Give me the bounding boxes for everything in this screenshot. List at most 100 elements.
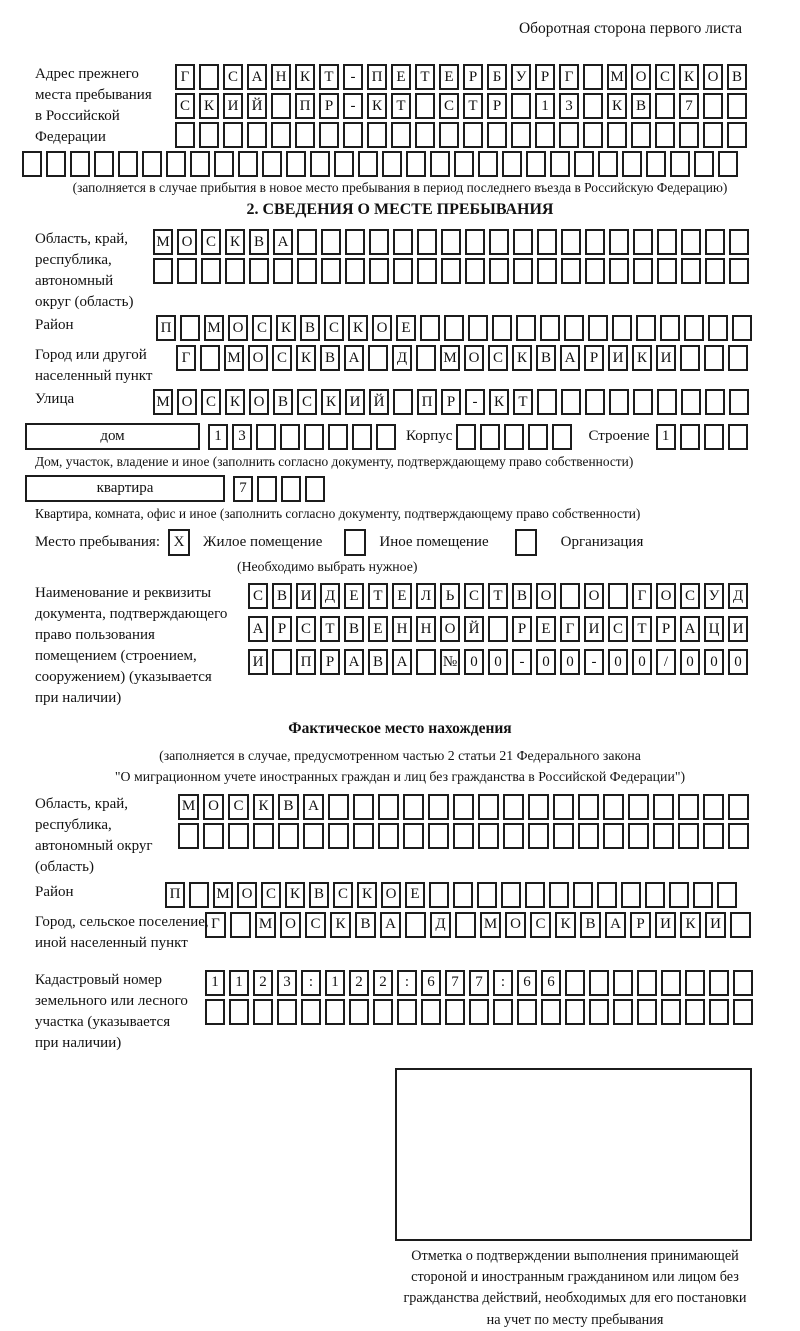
char-cell: [465, 258, 485, 284]
char-cell: [502, 151, 522, 177]
char-cell: [403, 822, 424, 849]
char-cell: 0: [488, 649, 508, 675]
char-cell: К: [225, 389, 245, 415]
char-cell: [679, 122, 699, 148]
char-cell: [225, 258, 245, 284]
char-cell: 1: [205, 969, 225, 996]
char-cell: [681, 258, 701, 284]
char-cell: [492, 315, 512, 341]
char-cell: Й: [369, 389, 389, 415]
char-cell: К: [225, 229, 245, 255]
char-cell: [613, 969, 633, 996]
char-cell: С: [333, 881, 353, 908]
char-cell: [369, 229, 389, 255]
oblast3-label: Область, край, республика, автономный ок…: [35, 795, 153, 875]
char-cell: 0: [560, 649, 580, 675]
char-cell: [301, 998, 321, 1025]
char-cell: [454, 151, 474, 177]
char-cell: Е: [391, 64, 411, 90]
char-cell: [727, 122, 747, 148]
char-cell: [325, 998, 345, 1025]
char-cell: [645, 881, 665, 908]
char-cell: С: [175, 93, 195, 119]
char-cell: К: [330, 911, 351, 938]
char-cell: [273, 258, 293, 284]
option-organizaciya-label: Организация: [560, 534, 644, 550]
char-cell: [733, 969, 753, 996]
char-cell: Е: [536, 616, 556, 642]
char-cell: [597, 881, 617, 908]
ulitsa-label: Улица: [35, 391, 75, 407]
oblast2-label: Область, край, республика, автономный ок…: [35, 231, 134, 310]
char-cell: П: [156, 315, 176, 341]
char-cell: [353, 793, 374, 820]
char-cell: М: [153, 229, 173, 255]
char-cell: [553, 822, 574, 849]
char-cell: [405, 911, 426, 938]
char-cell: [199, 64, 219, 90]
char-cell: 7: [469, 969, 489, 996]
oblast3-row-2: [178, 822, 800, 849]
char-cell: К: [357, 881, 377, 908]
char-cell: И: [608, 345, 628, 371]
char-cell: №: [440, 649, 460, 675]
mesto-label: Место пребывания:: [35, 534, 160, 550]
char-cell: 2: [349, 969, 369, 996]
char-cell: [367, 122, 387, 148]
char-cell: У: [511, 64, 531, 90]
char-cell: А: [344, 345, 364, 371]
char-cell: В: [536, 345, 556, 371]
char-cell: В: [320, 345, 340, 371]
char-cell: [704, 345, 724, 371]
char-cell: В: [272, 583, 292, 609]
char-cell: [256, 423, 276, 450]
char-cell: [603, 822, 624, 849]
char-cell: [560, 583, 580, 609]
char-cell: [343, 122, 363, 148]
char-cell: [729, 389, 749, 415]
kadastr-block: Кадастровый номер земельного или лесного…: [0, 969, 800, 1060]
char-cell: [583, 122, 603, 148]
char-cell: [549, 881, 569, 908]
char-cell: [349, 998, 369, 1025]
char-cell: [271, 122, 291, 148]
char-cell: С: [297, 389, 317, 415]
char-cell: [455, 911, 476, 938]
rayon3-label: Район: [35, 883, 74, 900]
char-cell: [228, 822, 249, 849]
char-cell: [588, 315, 608, 341]
char-cell: [703, 93, 723, 119]
char-cell: [613, 998, 633, 1025]
char-cell: [345, 258, 365, 284]
char-cell: [511, 122, 531, 148]
char-cell: [621, 881, 641, 908]
char-cell: [177, 258, 197, 284]
char-cell: [636, 315, 656, 341]
char-cell: Т: [391, 93, 411, 119]
char-cell: [281, 475, 301, 502]
char-cell: [561, 229, 581, 255]
char-cell: [535, 122, 555, 148]
char-cell: А: [273, 229, 293, 255]
char-cell: О: [703, 64, 723, 90]
char-cell: [603, 793, 624, 820]
char-cell: [477, 881, 497, 908]
char-cell: [631, 122, 651, 148]
char-cell: Р: [487, 93, 507, 119]
char-cell: С: [305, 911, 326, 938]
char-cell: [537, 389, 557, 415]
char-cell: /: [656, 649, 676, 675]
char-cell: [368, 345, 388, 371]
char-cell: [257, 475, 277, 502]
section3-note: (заполняется в случае, предусмотренном ч…: [114, 748, 686, 785]
char-cell: [578, 822, 599, 849]
char-cell: Е: [392, 583, 412, 609]
char-cell: [487, 122, 507, 148]
char-cell: В: [249, 229, 269, 255]
char-cell: [513, 229, 533, 255]
char-cell: [559, 122, 579, 148]
char-cell: [441, 229, 461, 255]
char-cell: [504, 423, 525, 450]
